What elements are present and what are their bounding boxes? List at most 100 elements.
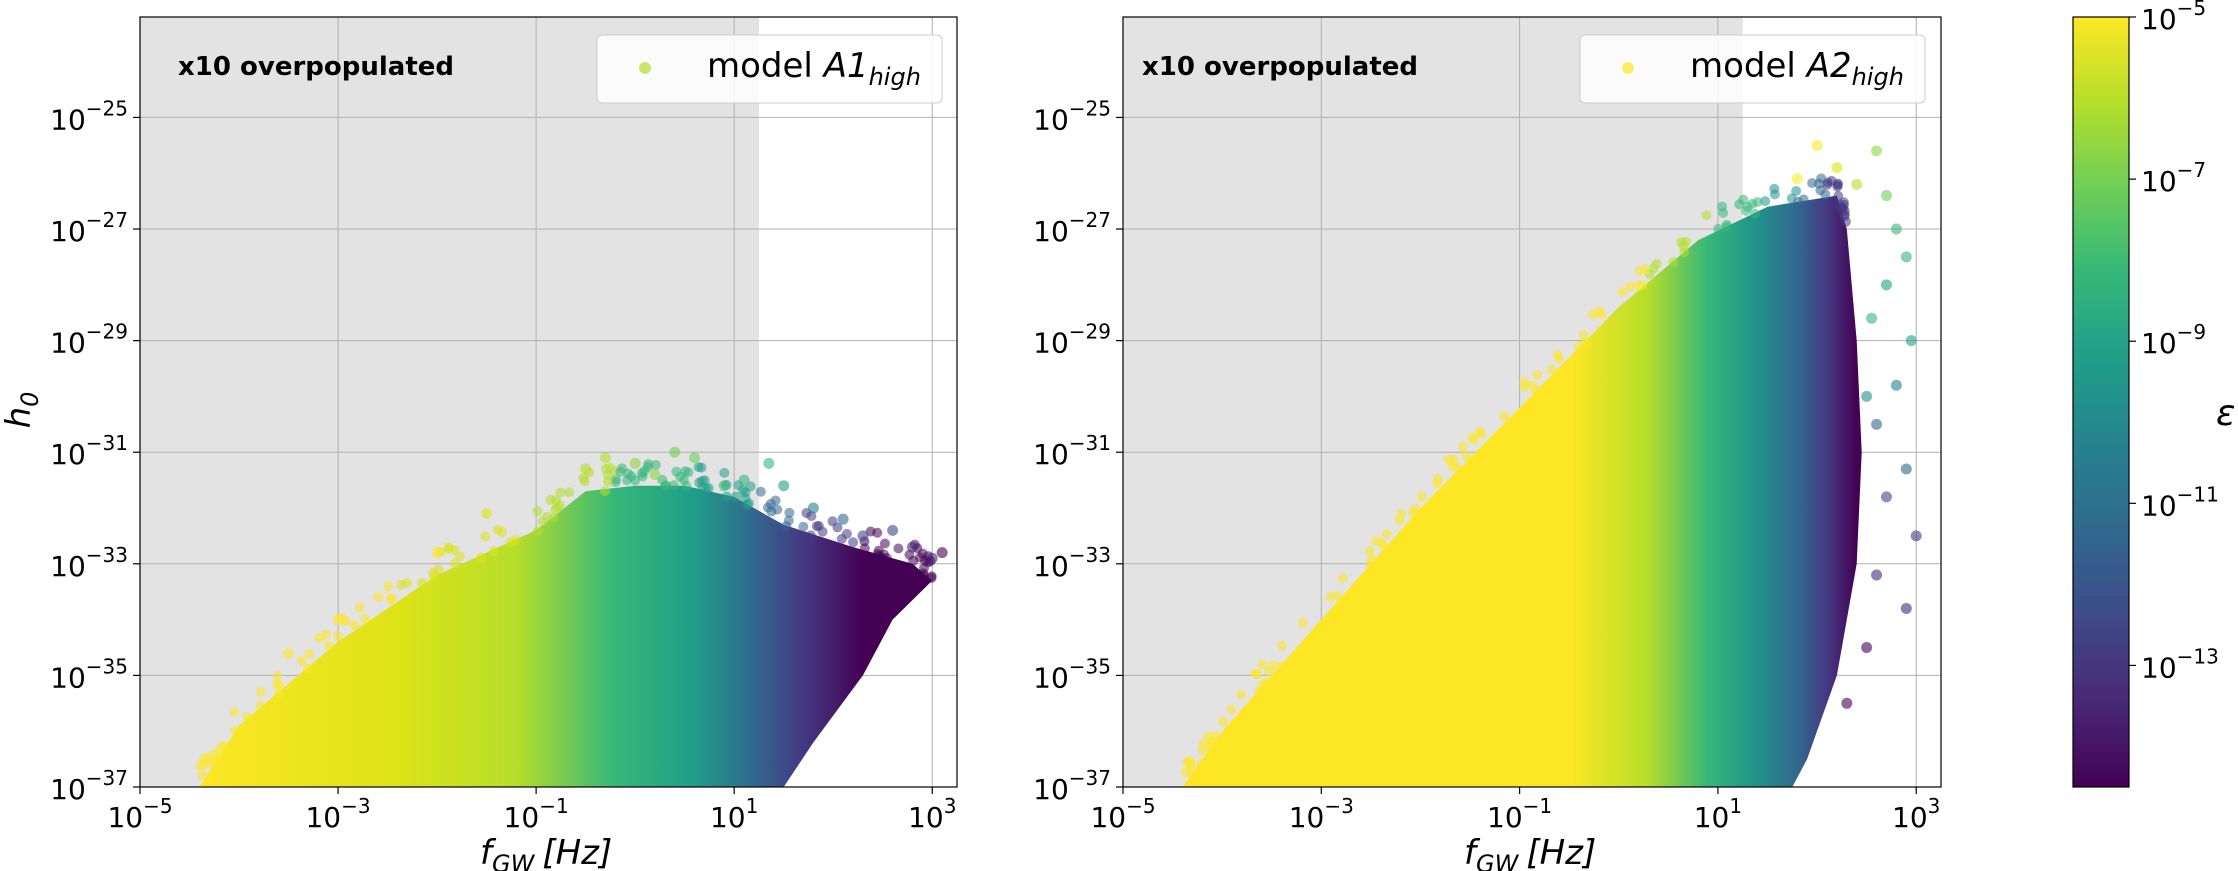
y-tick-base: 10	[1033, 773, 1069, 806]
edge-point	[874, 551, 885, 562]
outlier-point	[1861, 642, 1873, 654]
edge-point	[1738, 194, 1749, 205]
edge-point	[1807, 177, 1818, 188]
y-tick-label: 10−35	[50, 654, 128, 694]
y-tick-base: 10	[50, 773, 86, 806]
y-tick-exp: −31	[1069, 431, 1111, 455]
colorbar-tick-base: 10	[2141, 327, 2177, 360]
edge-point	[1185, 755, 1196, 766]
outlier-point	[857, 530, 869, 542]
y-tick-exp: −35	[1069, 654, 1111, 678]
left-legend-box	[596, 34, 943, 104]
edge-point	[848, 537, 859, 548]
outlier-point	[1831, 162, 1843, 174]
right-legend-label: model A2high	[1690, 46, 1904, 91]
outlier-point	[283, 647, 295, 659]
edge-point	[1769, 183, 1780, 194]
edge-point	[273, 688, 284, 699]
y-tick-exp: −35	[86, 654, 128, 678]
edge-point	[1786, 193, 1797, 204]
edge-point	[1717, 201, 1728, 212]
y-tick-exp: −29	[86, 320, 128, 344]
edge-point	[881, 553, 892, 564]
edge-point	[650, 459, 661, 470]
colorbar-tick-base: 10	[2141, 651, 2177, 684]
edge-point	[1365, 546, 1376, 557]
left-legend-label: model A1high	[707, 46, 921, 91]
x-tick-exp: 3	[1928, 794, 1941, 818]
edge-point	[1820, 189, 1831, 200]
right-legend-box	[1579, 34, 1926, 104]
outlier-point	[1880, 190, 1892, 202]
colorbar-tick-label: 10−13	[2141, 644, 2219, 684]
edge-point	[784, 507, 795, 518]
edge-point	[1617, 286, 1628, 297]
outlier-point	[599, 452, 611, 464]
colorbar-bar	[2072, 16, 2130, 788]
edge-point	[579, 476, 590, 487]
outlier-point	[1905, 335, 1917, 347]
outlier-point	[778, 480, 790, 492]
edge-point	[1701, 210, 1712, 221]
y-tick-base: 10	[50, 103, 86, 136]
left-annotation: x10 overpopulated	[178, 52, 454, 82]
outlier-point	[807, 502, 819, 514]
y-tick-exp: −33	[86, 543, 128, 567]
y-tick-base: 10	[50, 550, 86, 583]
x-tick-label: 103	[908, 794, 956, 834]
edge-point	[1257, 680, 1268, 691]
y-tick-label: 10−35	[1033, 654, 1111, 694]
right-legend: model A2high	[1579, 34, 1926, 104]
edge-point	[332, 630, 343, 641]
y-tick-exp: −31	[86, 431, 128, 455]
edge-point	[396, 579, 407, 590]
edge-point	[492, 524, 503, 535]
edge-point	[798, 521, 809, 532]
outlier-point	[1861, 390, 1873, 402]
edge-point	[683, 467, 694, 478]
outlier-point	[738, 474, 750, 486]
edge-point	[211, 754, 222, 765]
edge-point	[272, 671, 283, 682]
y-tick-label: 10−33	[1033, 543, 1111, 583]
y-tick-exp: −37	[86, 766, 128, 790]
edge-point	[599, 486, 610, 497]
edge-point	[476, 552, 487, 563]
x-tick-label: 10−3	[1289, 794, 1354, 834]
edge-point	[532, 506, 543, 517]
outlier-point	[431, 547, 443, 559]
colorbar-tick-label: 10−11	[2141, 482, 2219, 522]
outlier-point	[926, 552, 938, 564]
edge-point	[1461, 450, 1472, 461]
y-tick-base: 10	[50, 438, 86, 471]
y-tick-label: 10−31	[1033, 431, 1111, 471]
colorbar-tick-exp: −11	[2177, 482, 2219, 506]
plot-layer-0: 10−5 10−3 10−1 101 10310−3710−3510−3310−3110…	[50, 16, 958, 834]
x-tick-exp: −3	[341, 794, 370, 818]
x-tick-base: 10	[1090, 801, 1126, 834]
x-tick-base: 10	[1487, 801, 1523, 834]
edge-point	[1210, 730, 1221, 741]
outlier-point	[887, 524, 899, 536]
edge-point	[893, 543, 904, 554]
y-tick-exp: −37	[1069, 766, 1111, 790]
x-tick-base: 10	[710, 801, 746, 834]
x-tick-base: 10	[504, 801, 540, 834]
left-legend: model A1high	[596, 34, 943, 104]
x-tick-label: 101	[710, 794, 758, 834]
outlier-point	[936, 547, 948, 559]
edge-point	[1648, 263, 1659, 274]
edge-point	[296, 655, 307, 666]
y-tick-base: 10	[1033, 438, 1069, 471]
colorbar-tick-base: 10	[2141, 489, 2177, 522]
edge-point	[429, 571, 440, 582]
outlier-point	[1871, 569, 1883, 581]
edge-point	[373, 591, 384, 602]
edge-point	[859, 543, 870, 554]
edge-point	[323, 640, 334, 651]
edge-point	[1546, 364, 1557, 375]
left-x-axis-title: fGW [Hz]	[480, 833, 612, 871]
edge-point	[806, 511, 817, 522]
edge-point	[229, 707, 240, 718]
edge-scatter	[1180, 173, 1851, 779]
